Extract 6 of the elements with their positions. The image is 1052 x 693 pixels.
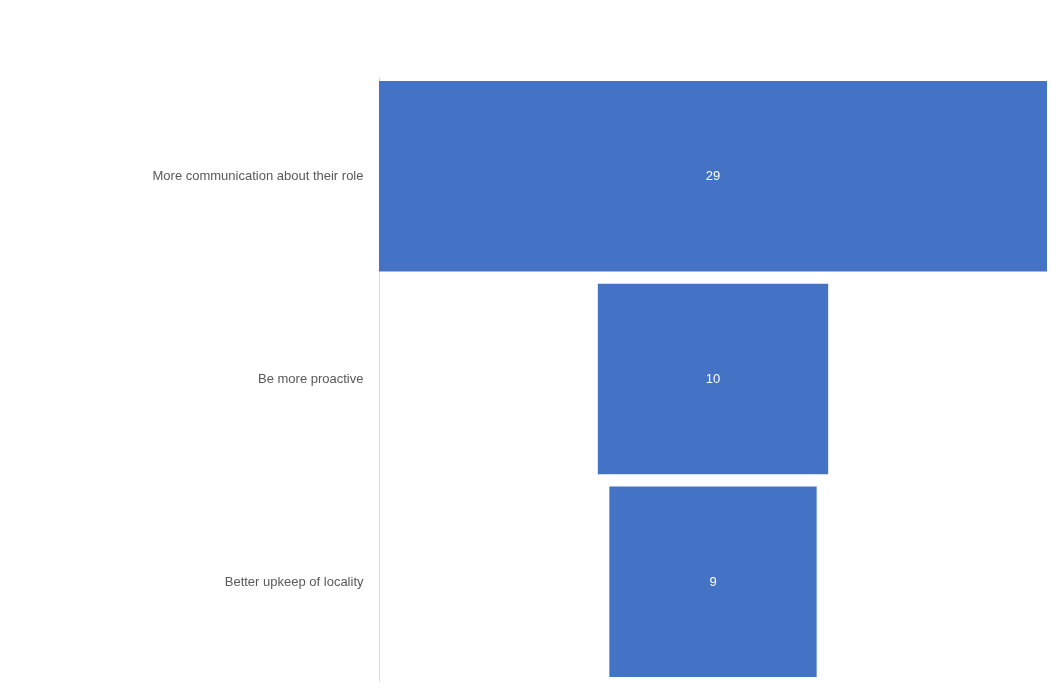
- data-label: 29: [705, 168, 721, 184]
- category-label: Better upkeep of locality: [224, 573, 364, 589]
- data-label: 10: [705, 371, 721, 386]
- data-label: 9: [709, 573, 717, 589]
- category-label: Be more proactive: [258, 371, 364, 386]
- category-label: More communication about their role: [152, 168, 364, 184]
